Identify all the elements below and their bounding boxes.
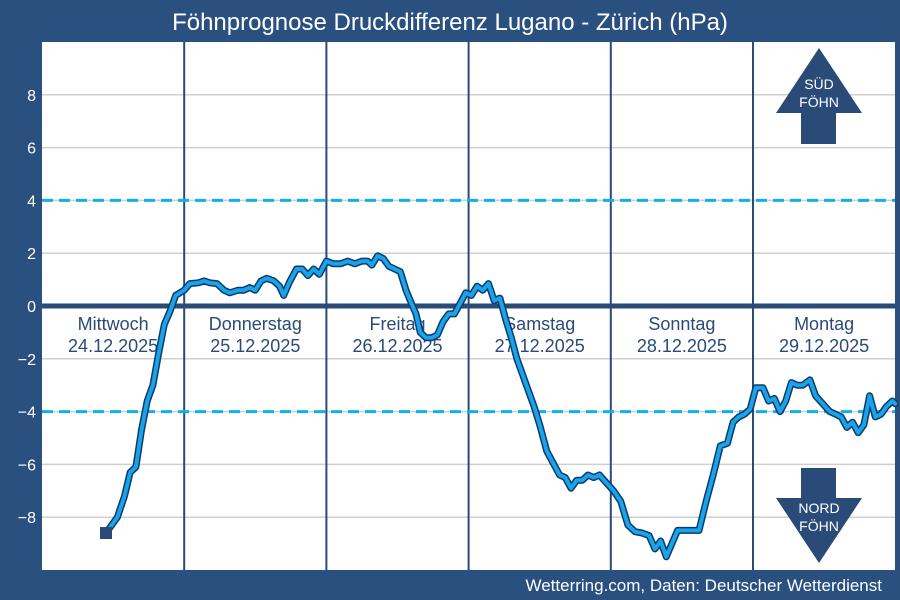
day-name-label: Mittwoch bbox=[78, 314, 149, 334]
y-tick-label: −8 bbox=[18, 510, 36, 527]
day-date-label: 28.12.2025 bbox=[637, 336, 727, 356]
nord-foehn-label-line1: NORD bbox=[798, 500, 839, 516]
day-date-label: 25.12.2025 bbox=[210, 336, 300, 356]
day-name-label: Sonntag bbox=[648, 314, 715, 334]
sued-foehn-label-line2: FÖHN bbox=[799, 93, 839, 110]
y-tick-label: 4 bbox=[27, 193, 36, 210]
chart-title: Föhnprognose Druckdifferenz Lugano - Zür… bbox=[172, 9, 728, 36]
nord-foehn-label-line2: FÖHN bbox=[799, 517, 839, 534]
data-credit: Wetterring.com, Daten: Deutscher Wetterd… bbox=[525, 576, 882, 595]
series-layer bbox=[102, 252, 899, 561]
y-tick-label: −6 bbox=[18, 457, 36, 474]
start-marker bbox=[99, 527, 112, 540]
y-tick-label: −4 bbox=[18, 405, 36, 422]
y-axis-ticks: 8 6 4 2 0 −2 −4 −6 −8 bbox=[18, 88, 36, 527]
day-date-label: 29.12.2025 bbox=[779, 336, 869, 356]
y-tick-label: 6 bbox=[27, 141, 36, 158]
day-name-label: Donnerstag bbox=[209, 314, 302, 334]
day-date-label: 26.12.2025 bbox=[352, 336, 442, 356]
y-tick-label: 0 bbox=[27, 299, 36, 316]
sued-foehn-arrow-icon: SÜD FÖHN bbox=[776, 48, 862, 144]
y-tick-label: −2 bbox=[18, 352, 36, 369]
day-name-label: Freitag bbox=[369, 314, 425, 334]
y-tick-label: 8 bbox=[27, 88, 36, 105]
day-name-label: Samstag bbox=[504, 314, 575, 334]
nord-foehn-arrow-icon: NORD FÖHN bbox=[776, 468, 862, 563]
y-tick-label: 2 bbox=[27, 246, 36, 263]
sued-foehn-label-line1: SÜD bbox=[804, 75, 834, 92]
threshold-lines bbox=[42, 198, 895, 414]
day-name-label: Montag bbox=[794, 314, 854, 334]
series-line-0 bbox=[104, 253, 898, 559]
day-date-label: 24.12.2025 bbox=[68, 336, 158, 356]
